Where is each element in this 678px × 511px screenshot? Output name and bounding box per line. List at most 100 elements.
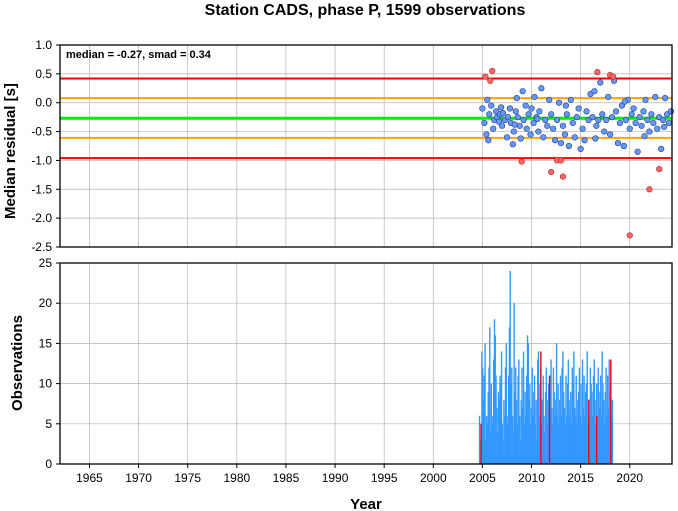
residual-point [599,111,606,118]
observation-bar [524,391,526,464]
observation-bar [560,415,562,464]
observation-bar [500,383,502,464]
observation-bar [579,415,581,464]
observation-bar [570,391,572,464]
observation-bar [575,375,577,464]
observation-bar [478,415,481,464]
observation-bar [555,399,557,464]
residual-point [525,111,532,118]
observation-bar [589,367,592,464]
observation-bar [530,407,533,464]
observation-bar [553,391,555,464]
outlier-point [559,173,567,180]
residual-point [530,119,537,127]
observation-bar [518,359,520,464]
residual-point [569,119,576,127]
observation-bar [531,367,533,464]
observation-bar [540,423,543,464]
residual-panel: 1.0 0.5 0.0 -0.5 -1.0 -1.5 -2.0 -2.5 median = -… [2,38,675,254]
observation-bar [568,399,570,464]
observation-bar [543,415,545,464]
residual-y-ticks: 1.0 0.5 0.0 -0.5 -1.0 -1.5 -2.0 -2.5 [31,38,60,254]
observation-bar [515,367,517,464]
outlier-point [489,67,496,75]
residual-point [506,105,514,112]
observation-bar [482,399,485,464]
observation-bar [523,423,526,464]
residual-point [603,116,610,124]
observation-bar [547,423,549,464]
outlier-bar [480,423,482,464]
residual-point [523,125,530,132]
residual-point [563,111,570,118]
observation-bar [515,399,518,464]
residual-point [612,108,620,115]
residual-point [534,115,541,122]
observation-bar [546,399,548,464]
observation-bar [542,375,544,464]
observation-bar [570,423,573,464]
observation-bar [558,423,560,464]
y-tick-label: 1.0 [35,38,52,52]
outlier-point [626,232,633,239]
y-tick-label: 15 [39,336,53,350]
residual-point [648,111,655,118]
observation-bar [526,375,528,464]
observation-bar [559,375,562,464]
observation-bar [556,415,559,464]
observation-bar [537,359,539,464]
observation-bar [563,407,566,464]
residual-point [531,93,538,101]
outlier-point [518,158,525,165]
residual-point [513,94,520,102]
residual-point [632,119,639,127]
observation-bar [483,375,485,464]
observation-bar [500,351,503,464]
observation-bar [600,415,603,464]
residual-point [581,137,588,144]
observation-bar [521,367,523,464]
observation-bar [601,351,603,464]
residual-point [638,122,645,129]
observation-bar [506,415,508,464]
residual-point [634,148,641,155]
observation-bar [571,367,573,464]
observation-bar [606,415,608,464]
observation-bar [517,375,519,464]
residual-point [593,122,600,129]
observation-bar [518,415,521,464]
x-tick-label: 2020 [616,471,643,485]
residual-point [510,128,517,135]
observation-bar [606,375,609,464]
observation-bar [550,359,552,464]
observation-bar [522,351,525,464]
observation-bar [511,367,513,464]
observation-bar [598,391,600,464]
observation-bar [535,399,537,464]
residual-point [504,114,512,121]
residual-point [597,79,604,86]
observation-bar [485,415,488,464]
observation-bar [597,367,599,464]
observation-bar [604,391,607,464]
residual-point [483,131,490,138]
outlier-bar [610,359,612,464]
residual-point [592,135,599,142]
observation-bar [534,423,537,464]
observation-bar [544,391,547,464]
observation-bar [505,343,507,464]
observation-bar [562,351,564,464]
observation-bar [492,415,494,464]
observation-bar [502,439,504,464]
y-tick-label: -2.0 [31,211,52,225]
residual-point [536,108,543,115]
residual-point [583,108,590,115]
residual-point [622,116,629,124]
observation-bar [525,415,527,464]
residual-point [548,111,555,118]
residual-point [662,94,669,102]
observations-y-axis-label: Observations [9,315,26,411]
observation-bar [551,423,554,464]
